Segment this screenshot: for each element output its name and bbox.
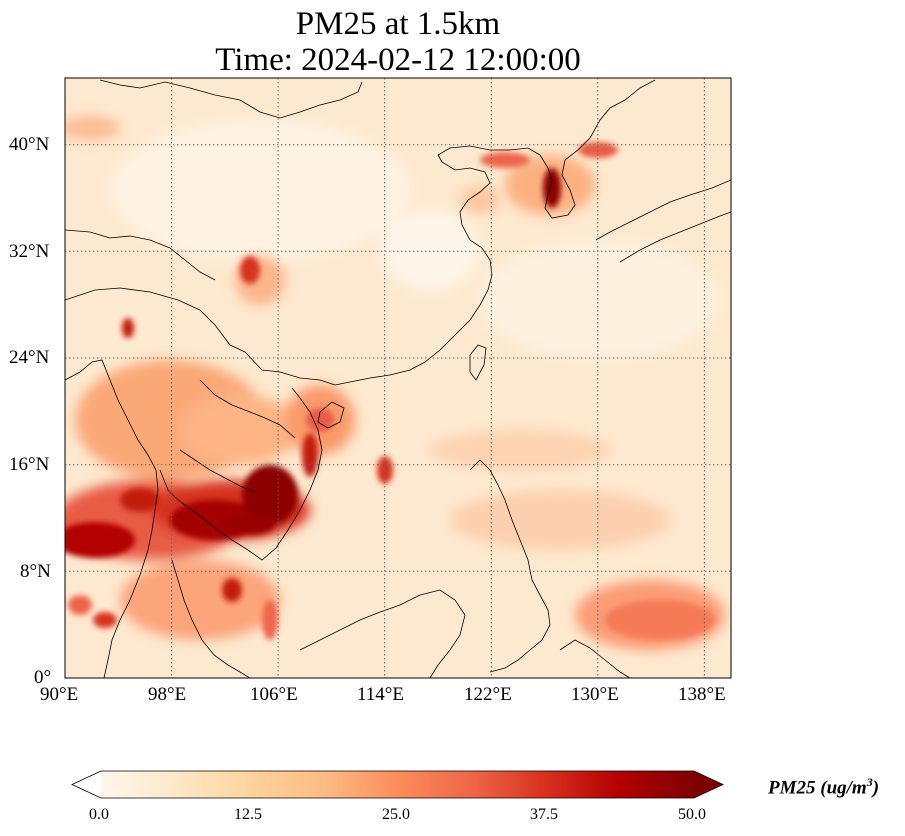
lon-tick-label: 114°E	[357, 684, 404, 705]
lon-tick-label: 122°E	[464, 684, 512, 705]
lon-tick-label: 106°E	[250, 684, 298, 705]
colorbar-label-text: PM25 (ug/m	[768, 777, 867, 799]
colorbar-label-close: )	[872, 777, 880, 799]
pm25-field	[65, 78, 731, 678]
colorbar-tick-label: 0.0	[89, 806, 109, 823]
colorbar	[71, 770, 724, 799]
colorbar-tick-label: 50.0	[678, 806, 706, 823]
colorbar-gradient	[101, 771, 694, 798]
gridlines	[65, 78, 731, 678]
lat-tick-label: 24°N	[9, 347, 50, 368]
lat-tick-label: 0°	[34, 667, 52, 688]
colorbar-tick-label: 25.0	[382, 806, 410, 823]
lon-tick-label: 138°E	[678, 684, 726, 705]
lon-tick-label: 90°E	[40, 684, 79, 705]
lat-tick-label: 16°N	[9, 454, 50, 475]
colorbar-outline	[71, 770, 724, 799]
lat-tick-label: 32°N	[9, 241, 50, 262]
lat-tick-label: 40°N	[9, 134, 50, 155]
colorbar-tick-label: 12.5	[234, 806, 262, 823]
colorbar-label: PM25 (ug/m3)	[768, 775, 879, 799]
colorbar-tick-label: 37.5	[530, 806, 558, 823]
lat-tick-label: 8°N	[20, 561, 51, 582]
colorbar-extend-min	[72, 771, 101, 798]
map-frame	[64, 77, 732, 679]
colorbar-label-superscript: 3	[866, 775, 873, 789]
colorbar-extend-max	[694, 771, 723, 798]
coastline-borders	[65, 79, 731, 678]
map-title: PM25 at 1.5km	[295, 6, 501, 42]
lon-tick-label: 98°E	[148, 684, 187, 705]
map-subtitle: Time: 2024-02-12 12:00:00	[215, 42, 581, 78]
lon-tick-label: 130°E	[571, 684, 619, 705]
